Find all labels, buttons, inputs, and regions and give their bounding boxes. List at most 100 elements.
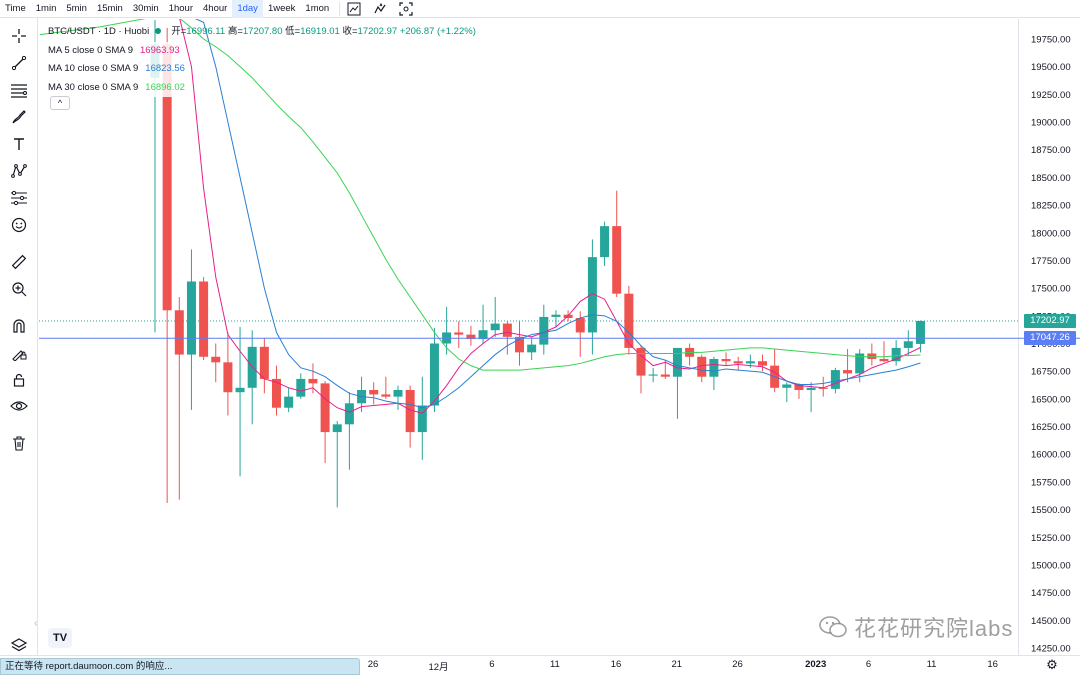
timeframe-1mon[interactable]: 1mon <box>305 2 330 14</box>
candle[interactable] <box>247 330 257 425</box>
indicators-icon[interactable] <box>371 0 389 18</box>
symbol-title[interactable]: BTC/USDT · 1D · Huobi <box>48 26 150 37</box>
eye-icon[interactable] <box>9 396 29 416</box>
candle[interactable] <box>332 421 342 508</box>
candle[interactable] <box>199 277 209 361</box>
ma-legend-row[interactable]: MA 10 close 0 SMA 9 16823.56 <box>48 60 476 79</box>
candle[interactable] <box>174 296 184 500</box>
candle[interactable] <box>466 325 476 346</box>
candle[interactable] <box>830 367 840 394</box>
candle[interactable] <box>393 385 403 410</box>
timeframe-1min[interactable]: 1min <box>35 2 57 14</box>
timeframe-4hour[interactable]: 4hour <box>203 2 228 14</box>
ma-legend-row[interactable]: MA 5 close 0 SMA 9 16963.93 <box>48 41 476 60</box>
candle[interactable] <box>259 337 269 394</box>
pattern-icon[interactable] <box>9 161 29 181</box>
candle[interactable] <box>782 382 792 403</box>
candle[interactable] <box>454 321 464 348</box>
timeframe-5min[interactable]: 5min <box>66 2 87 14</box>
trash-icon[interactable] <box>9 433 29 453</box>
candle[interactable] <box>891 340 901 366</box>
trend-line-icon[interactable] <box>9 53 29 73</box>
candle[interactable] <box>709 356 719 391</box>
candle[interactable] <box>296 373 306 399</box>
candle[interactable] <box>515 321 524 366</box>
candle[interactable] <box>320 381 330 464</box>
candle[interactable] <box>527 336 537 361</box>
candle[interactable] <box>344 392 354 470</box>
candle[interactable] <box>539 304 549 355</box>
candle[interactable] <box>867 343 877 366</box>
legend-collapse-button[interactable]: ^ <box>50 96 70 110</box>
candle[interactable] <box>660 360 670 379</box>
timeframe-30min[interactable]: 30min <box>132 2 159 14</box>
candle[interactable] <box>369 382 379 405</box>
timeframe-1hour[interactable]: 1hour <box>168 2 194 14</box>
emoji-icon[interactable] <box>9 215 29 235</box>
timeframe-1day[interactable]: 1day <box>232 0 263 18</box>
candle[interactable] <box>575 311 585 357</box>
candle[interactable] <box>272 365 281 416</box>
candle[interactable] <box>903 330 913 356</box>
timeframe-1week[interactable]: 1week <box>267 2 296 14</box>
candle[interactable] <box>490 296 500 337</box>
layers-icon[interactable] <box>10 637 28 655</box>
text-icon[interactable] <box>9 134 29 154</box>
crosshair-icon[interactable] <box>9 26 29 46</box>
candle[interactable] <box>624 285 634 355</box>
candle[interactable] <box>405 385 415 448</box>
fullscreen-icon[interactable] <box>397 0 415 18</box>
zoom-in-icon[interactable] <box>9 279 29 299</box>
market-status-dot <box>155 27 162 34</box>
candle[interactable] <box>733 356 743 371</box>
ruler-icon[interactable] <box>9 252 29 272</box>
candle[interactable] <box>186 249 196 410</box>
ma-legend-row[interactable]: MA 30 close 0 SMA 9 16896.02 <box>48 78 476 97</box>
candle[interactable] <box>915 320 925 353</box>
price-tick-label: 14750.00 <box>1031 588 1071 599</box>
candle[interactable] <box>211 343 221 383</box>
candle[interactable] <box>381 376 391 399</box>
candle[interactable] <box>417 376 427 460</box>
collapse-chevron-icon: ^ <box>57 98 63 108</box>
candle[interactable] <box>648 367 658 383</box>
candle[interactable] <box>600 221 610 266</box>
candle[interactable] <box>587 239 597 355</box>
candle-body <box>587 257 597 333</box>
candle-body <box>624 293 634 348</box>
candle[interactable] <box>284 387 294 413</box>
candle[interactable] <box>235 326 245 477</box>
candle[interactable] <box>429 327 439 413</box>
lock-icon[interactable] <box>9 370 29 390</box>
brush-icon[interactable] <box>9 107 29 127</box>
draw-lock-icon[interactable] <box>9 343 29 363</box>
tradingview-logo[interactable]: TV <box>48 628 72 648</box>
timeframe-time[interactable]: Time <box>5 2 26 14</box>
candle-body <box>891 347 901 362</box>
candle[interactable] <box>806 382 816 413</box>
candle-body <box>405 390 415 433</box>
candle[interactable] <box>879 341 889 363</box>
candle[interactable] <box>697 354 707 383</box>
candle[interactable] <box>818 376 828 397</box>
candle[interactable] <box>685 343 695 366</box>
magnet-icon[interactable] <box>9 316 29 336</box>
prediction-icon[interactable] <box>9 188 29 208</box>
candle[interactable] <box>843 349 853 383</box>
timeframe-15min[interactable]: 15min <box>96 2 123 14</box>
candle[interactable] <box>551 310 561 327</box>
candle-body <box>174 310 184 355</box>
horizontal-lines-icon[interactable] <box>9 80 29 100</box>
chart-type-icon[interactable] <box>345 0 363 18</box>
candle[interactable] <box>758 354 767 372</box>
candle[interactable] <box>162 27 172 503</box>
candle[interactable] <box>223 332 233 416</box>
gear-icon[interactable]: ⚙ <box>1046 657 1058 672</box>
candle[interactable] <box>612 190 622 297</box>
price-tick-label: 16250.00 <box>1031 422 1071 433</box>
candle[interactable] <box>478 304 488 344</box>
candle[interactable] <box>672 347 682 419</box>
candle[interactable] <box>721 352 731 366</box>
